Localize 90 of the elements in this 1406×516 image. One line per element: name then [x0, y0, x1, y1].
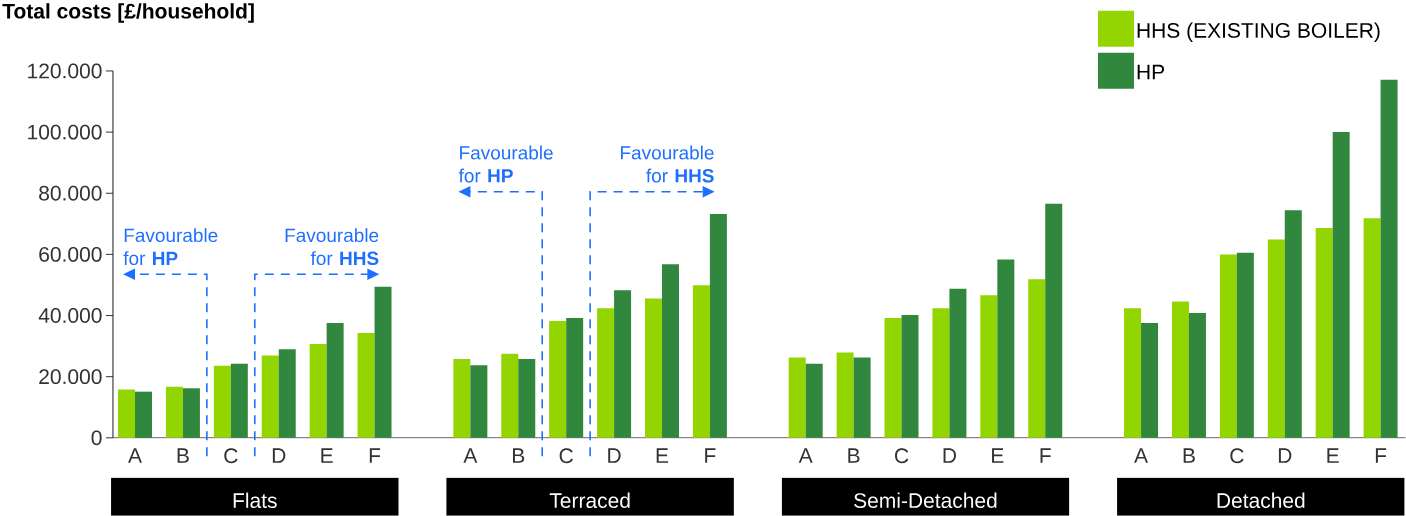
- bar: [374, 286, 392, 438]
- bar: [853, 357, 871, 438]
- bar: [932, 308, 950, 438]
- bar: [1188, 313, 1206, 438]
- bar: [1284, 210, 1302, 438]
- x-tick-label: F: [1040, 448, 1051, 463]
- annotation: Favourable for HP: [123, 228, 218, 266]
- x-tick-label: E: [656, 448, 669, 463]
- y-tick-label: 20.000: [39, 369, 102, 385]
- x-tick-label: D: [608, 448, 621, 463]
- x-tick-label: B: [848, 448, 860, 463]
- bar: [1124, 308, 1142, 438]
- bar: [788, 357, 806, 438]
- bar: [501, 353, 519, 438]
- x-tick-label: F: [369, 448, 381, 463]
- x-tick-label: E: [321, 448, 333, 463]
- y-tick-label: 40.000: [38, 308, 102, 324]
- bar: [518, 359, 536, 438]
- text: Flats: [233, 492, 277, 509]
- bar: [884, 318, 902, 438]
- bar: [709, 214, 727, 438]
- x-tick-label: A: [1134, 448, 1148, 463]
- bar: [1045, 203, 1063, 438]
- bar: [661, 264, 679, 438]
- bar: [614, 290, 632, 438]
- bar: [278, 349, 296, 438]
- bar: [182, 388, 200, 438]
- bar: [901, 315, 919, 438]
- bar: [357, 333, 375, 438]
- x-tick-label: A: [798, 448, 813, 463]
- bar: [597, 308, 615, 438]
- bar: [230, 363, 248, 438]
- bar: [1171, 301, 1189, 438]
- y-tick-label: 100.000: [28, 124, 102, 140]
- bar: [1141, 322, 1159, 438]
- text: Terraced: [549, 492, 630, 509]
- x-tick-label: F: [705, 448, 716, 463]
- bar: [470, 365, 488, 438]
- y-tick-label: 0: [91, 430, 102, 446]
- y-tick-label: 80.000: [39, 185, 102, 201]
- y-tick-label: 60.000: [39, 247, 102, 262]
- bar: [1380, 79, 1398, 438]
- bar: [836, 352, 854, 438]
- x-tick-label: B: [1183, 448, 1195, 463]
- x-tick-label: D: [1278, 448, 1292, 463]
- bar: [261, 355, 279, 438]
- x-tick-label: C: [559, 448, 573, 464]
- legend-label: HHS (EXISTING BOILER): [1137, 22, 1380, 43]
- annotation: Favourable for HP: [458, 145, 553, 183]
- bar: [692, 285, 710, 438]
- bar: [1219, 254, 1237, 438]
- bar: [1267, 239, 1285, 438]
- x-tick-label: A: [463, 448, 478, 463]
- x-tick-label: A: [128, 448, 142, 463]
- bar: [980, 295, 998, 438]
- x-tick-label: B: [177, 448, 189, 463]
- x-tick-label: E: [992, 448, 1004, 463]
- bar: [326, 322, 344, 438]
- x-tick-label: C: [224, 448, 238, 464]
- bar: [997, 259, 1015, 438]
- bar: [1363, 218, 1381, 438]
- bar: [309, 344, 327, 438]
- bar: [1315, 228, 1333, 438]
- bar: [566, 318, 584, 438]
- x-tick-label: E: [1327, 448, 1339, 463]
- bar: [165, 386, 183, 438]
- x-tick-label: D: [943, 448, 956, 463]
- y-tick-label: 120.000: [28, 63, 102, 79]
- bar: [213, 365, 231, 438]
- bar: [1236, 252, 1254, 438]
- text: Detached: [1217, 492, 1305, 509]
- bar: [118, 389, 136, 438]
- bar: [1028, 279, 1046, 438]
- x-tick-label: C: [895, 448, 909, 464]
- x-tick-label: F: [1375, 448, 1387, 463]
- bar: [949, 288, 967, 438]
- bar: [805, 363, 823, 438]
- annotation: Favourable for HHS: [285, 228, 379, 266]
- bar: [453, 359, 471, 438]
- annotation: Favourable for HHS: [621, 145, 714, 183]
- text: Semi-Detached: [854, 492, 997, 509]
- bar: [549, 321, 567, 438]
- legend-label: HP: [1137, 64, 1165, 80]
- bar: [1332, 132, 1350, 438]
- x-tick-label: C: [1230, 448, 1244, 464]
- x-tick-label: B: [512, 448, 525, 463]
- chart-title: Total costs [£/household]: [2, 3, 254, 23]
- x-tick-label: D: [272, 448, 286, 463]
- bar: [135, 391, 152, 438]
- bar: [644, 298, 662, 438]
